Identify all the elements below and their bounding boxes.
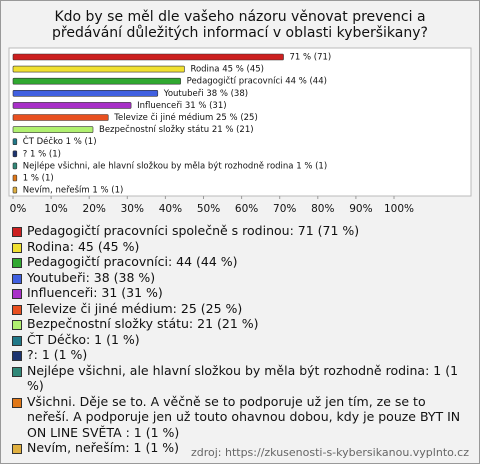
bar — [12, 126, 94, 133]
bar-label: Bezpečnostní složky státu 21 % (21) — [99, 124, 254, 135]
legend-label: Všichni. Děje se to. A věčně se to podpo… — [27, 393, 461, 440]
legend-item: Bezpečnostní složky státu: 21 (21 %) — [11, 316, 466, 332]
bar-label: Youtubeři 38 % (38) — [163, 89, 248, 99]
bar — [12, 65, 185, 73]
legend-swatch — [12, 366, 22, 377]
bar-label: Nejlépe všichni, ale hlavní složkou by m… — [23, 160, 327, 171]
bar — [12, 90, 159, 97]
legend-label: ?: 1 (1 %) — [27, 347, 88, 362]
x-tick-label: 50% — [197, 203, 220, 215]
legend-swatch — [12, 335, 22, 346]
bar-label: Rodina 45 % (45) — [190, 65, 264, 75]
x-tick-label: 10% — [44, 203, 67, 215]
legend-item: ČT Déčko: 1 (1 %) — [11, 332, 466, 348]
x-tick-label: 90% — [349, 203, 372, 215]
legend-item: Televize či jiné médium: 25 (25 %) — [11, 301, 466, 317]
x-tick-label: 70% — [273, 203, 296, 215]
bar-label: 1 % (1) — [23, 174, 54, 184]
bar-label: Televize či jiné médium 25 % (25) — [113, 112, 258, 123]
bar — [12, 114, 109, 121]
legend-swatch — [12, 444, 22, 454]
legend-item: Nejlépe všichni, ale hlavní složkou by m… — [11, 363, 466, 394]
chart-title: Kdo by se měl dle vašeho názoru věnovat … — [52, 9, 428, 41]
bar — [12, 150, 18, 158]
source: zdroj: https://zkusenosti-s-kybersikanou… — [190, 446, 469, 459]
legend: Pedagogičtí pracovníci společně s rodino… — [11, 223, 466, 456]
legend-swatch — [12, 227, 22, 237]
x-tick-label: 100% — [384, 203, 414, 215]
legend-label: ČT Déčko: 1 (1 %) — [27, 331, 140, 347]
legend-item: Pedagogičtí pracovníci: 44 (44 %) — [11, 254, 466, 270]
plot-area — [8, 47, 472, 197]
bar-label: Pedagogičtí pracovníci 44 % (44) — [187, 76, 327, 87]
bar — [12, 102, 132, 109]
legend-label: Pedagogičtí pracovníci: 44 (44 %) — [27, 254, 238, 269]
legend-label: Pedagogičtí pracovníci společně s rodino… — [27, 223, 360, 238]
legend-swatch — [12, 304, 22, 315]
legend-swatch — [12, 242, 22, 253]
bar — [12, 174, 18, 182]
legend-item: ?: 1 (1 %) — [11, 347, 466, 363]
bar — [12, 53, 284, 61]
legend-label: Televize či jiné médium: 25 (25 %) — [27, 300, 243, 316]
x-tick-label: 80% — [311, 203, 334, 215]
bar — [12, 186, 18, 194]
legend-item: Nevím, neřeším: 1 (1 %) — [11, 440, 466, 456]
bar-label: ČT Déčko 1 % (1) — [23, 135, 97, 147]
x-tick-label: 0% — [10, 203, 27, 215]
legend-label: Nejlépe všichni, ale hlavní složkou by m… — [27, 362, 459, 394]
legend-swatch — [12, 289, 22, 299]
legend-item: Influenceři: 31 (31 %) — [11, 285, 466, 301]
legend-label: Youtubeři: 38 (38 %) — [27, 269, 156, 285]
legend-label: Nevím, neřeším: 1 (1 %) — [27, 440, 180, 455]
legend-item: Všichni. Děje se to. A věčně se to podpo… — [11, 394, 466, 441]
legend-swatch — [12, 397, 22, 408]
plot: 0% 10% 20% 30% 40% 50% 60% 70% 80% 90% 100% 71 % (7… — [8, 47, 472, 215]
bar — [12, 77, 181, 85]
legend-label: Bezpečnostní složky státu: 21 (21 %) — [27, 316, 259, 331]
legend-swatch — [12, 273, 22, 284]
x-tick-label: 40% — [159, 203, 182, 215]
legend-label: Rodina: 45 (45 %) — [27, 238, 140, 254]
x-tick-label: 20% — [83, 203, 106, 215]
legend-swatch — [12, 320, 22, 330]
bar-label: Influenceři 31 % (31) — [137, 101, 226, 111]
legend-item: Rodina: 45 (45 %) — [11, 239, 466, 255]
bar-label: 71 % (71) — [290, 53, 332, 63]
bar-label: Nevím, neřeším 1 % (1) — [23, 185, 124, 196]
bar — [12, 162, 18, 170]
bar-label: ? 1 % (1) — [23, 149, 61, 159]
legend-item: Youtubeři: 38 (38 %) — [11, 270, 466, 286]
legend-swatch — [12, 351, 22, 361]
legend-item: Pedagogičtí pracovníci společně s rodino… — [11, 223, 466, 239]
x-tick-label: 30% — [121, 203, 144, 215]
legend-swatch — [12, 258, 22, 268]
x-tick-label: 60% — [235, 203, 258, 215]
legend-label: Influenceři: 31 (31 %) — [27, 285, 163, 300]
bar — [12, 138, 18, 145]
